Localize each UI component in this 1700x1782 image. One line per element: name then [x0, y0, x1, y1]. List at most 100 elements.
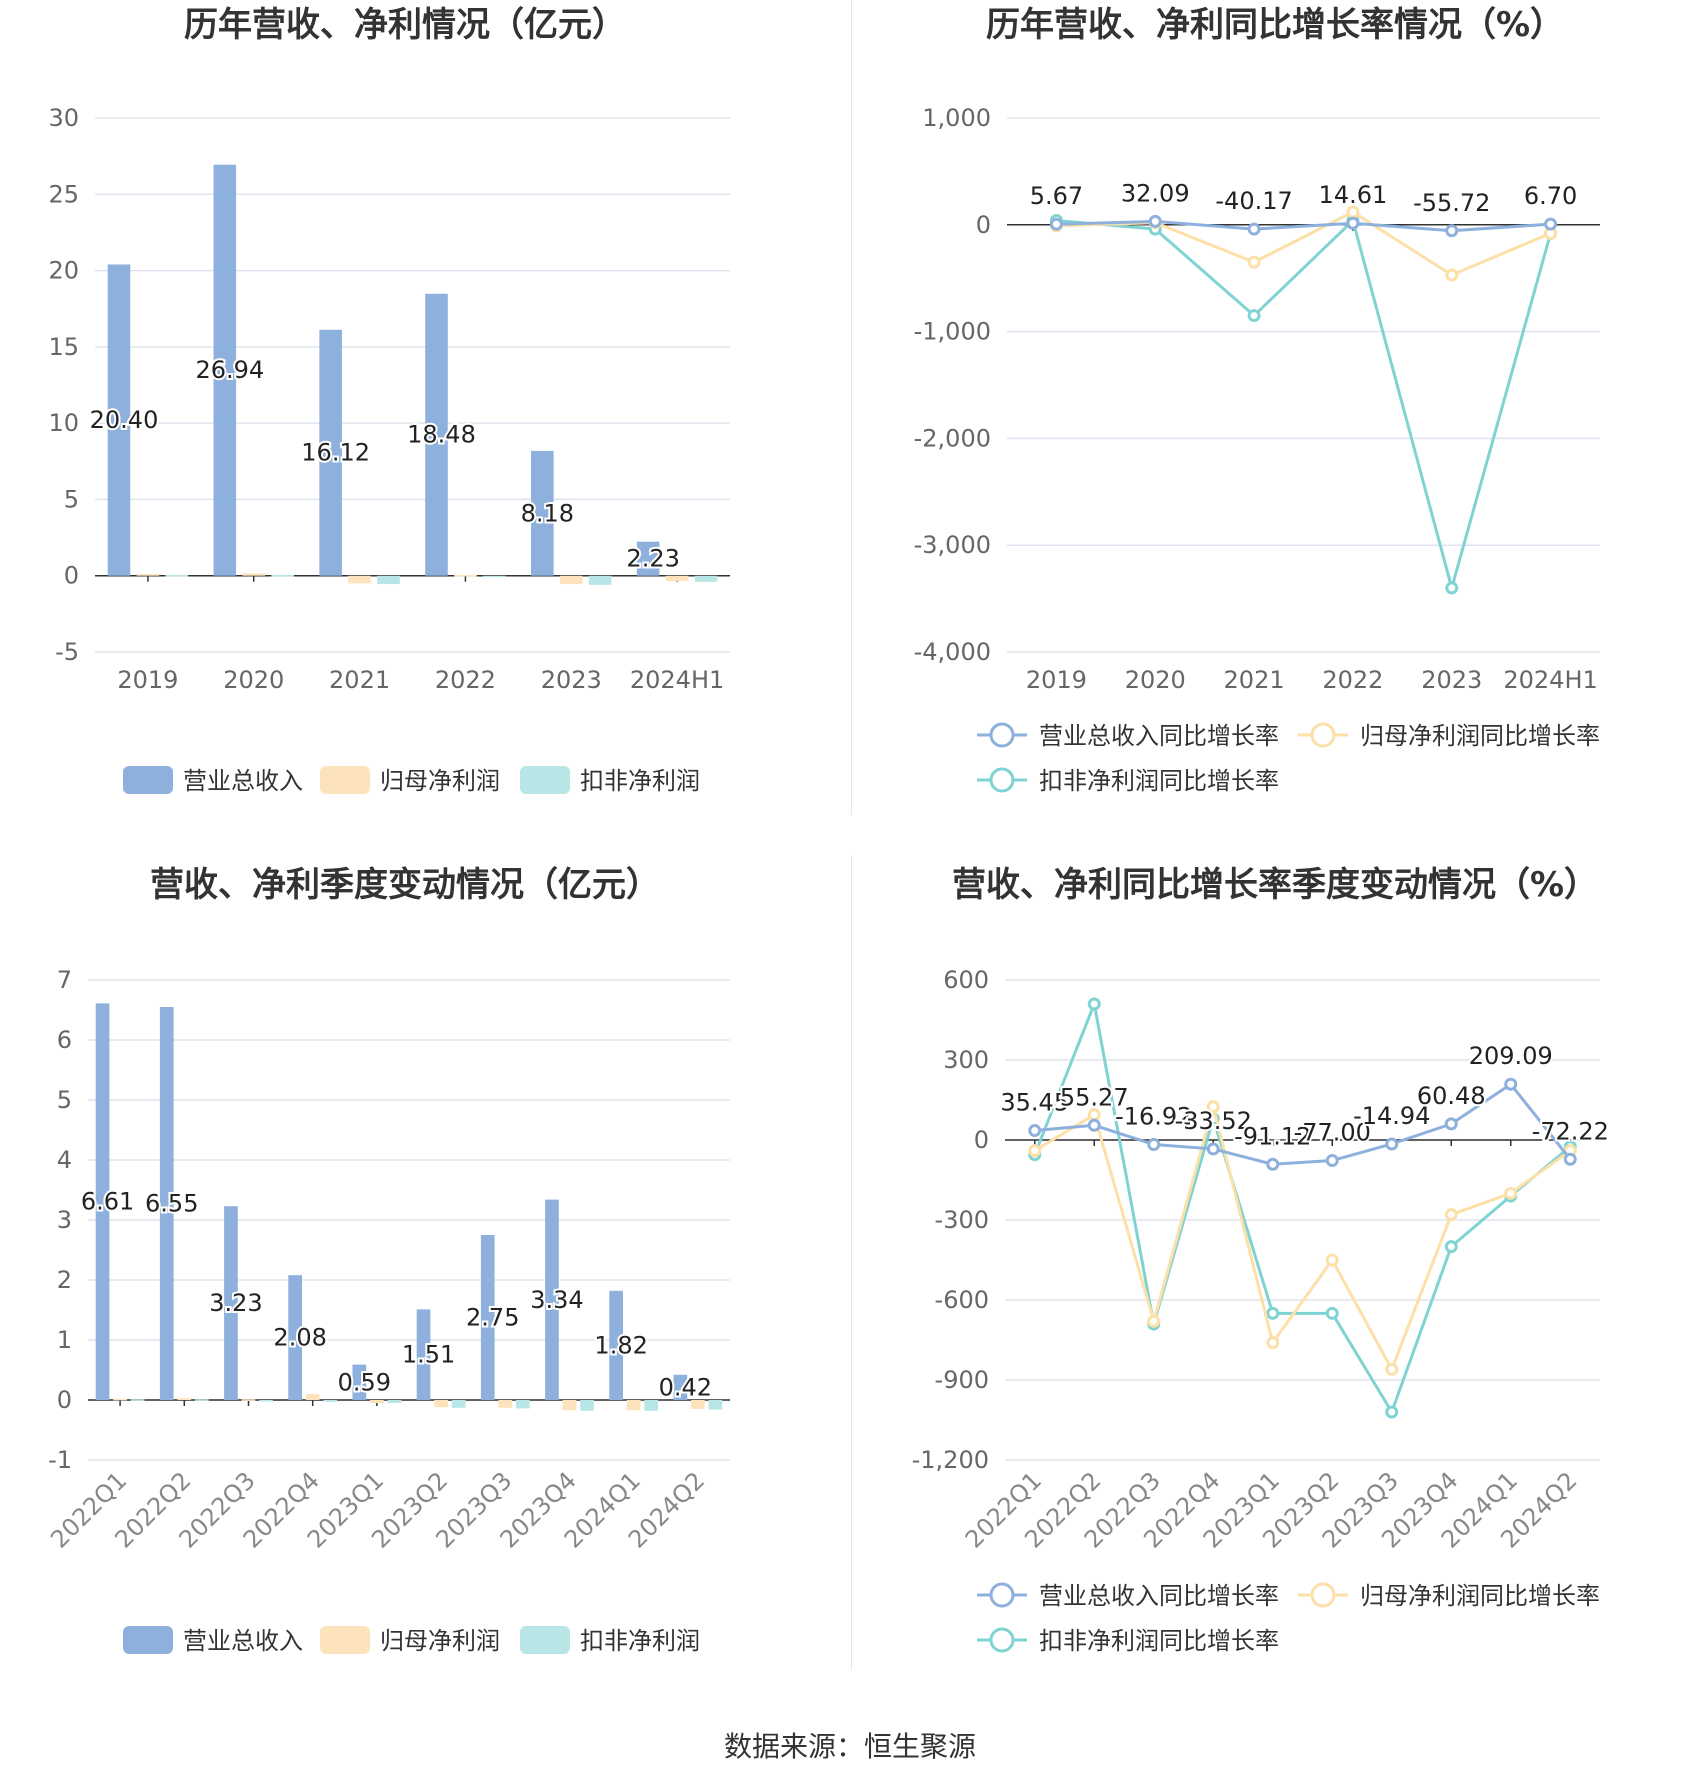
- data-source-text: 数据来源：恒生聚源: [723, 1730, 976, 1763]
- legend-item-3: 扣非净利润同比增长率: [977, 1627, 1279, 1655]
- series-point-1: [1148, 214, 1162, 228]
- x-tick-label: 2019: [117, 666, 178, 694]
- data-label: 2.08: [273, 1324, 326, 1352]
- y-tick-label: 0: [976, 211, 991, 239]
- data-label: -16.92: [1115, 1103, 1192, 1131]
- data-label: 60.48: [1417, 1082, 1486, 1110]
- series-line-3: [1033, 998, 1572, 1416]
- legend-item-1: 营业总收入同比增长率: [977, 1582, 1279, 1610]
- legend-item-3: 扣非净利润: [520, 766, 700, 795]
- legend-marker: [989, 722, 1015, 748]
- data-label: 26.94: [195, 356, 264, 384]
- bar-2: [562, 1400, 577, 1411]
- bar-1: [425, 293, 448, 576]
- y-tick-label: 25: [48, 180, 79, 208]
- data-label: 16.12: [301, 439, 370, 467]
- series-point-2: [1445, 268, 1459, 282]
- y-tick-label: -600: [935, 1286, 989, 1314]
- y-tick-label: 300: [943, 1046, 989, 1074]
- y-tick-label: 5: [64, 485, 79, 513]
- data-label: 1.82: [594, 1331, 647, 1359]
- series-point-2: [1504, 1186, 1518, 1200]
- bar-1: [352, 1364, 367, 1400]
- legend-label: 营业总收入: [183, 767, 303, 795]
- legend-label: 扣非净利润: [580, 1627, 700, 1655]
- x-tick-label: 2022: [1322, 666, 1383, 694]
- bar-1: [531, 450, 554, 576]
- x-tick-label: 2020: [223, 666, 284, 694]
- chart-panel-4: 营收、净利同比增长率季度变动情况（%） -1,200 -900 -600 -300 0 30…: [912, 865, 1611, 1655]
- legend-label: 扣非净利润同比增长率: [1039, 1627, 1279, 1655]
- y-tick-label: 7: [57, 966, 72, 994]
- bar-2: [305, 1394, 320, 1400]
- legend-item-3: 扣非净利润同比增长率: [977, 767, 1279, 795]
- series-point-1: [1504, 1077, 1518, 1091]
- bar-2: [434, 1400, 448, 1408]
- y-tick-label: -1,000: [914, 318, 991, 346]
- legend-swatch: [520, 1626, 570, 1654]
- bar-1: [480, 1235, 495, 1400]
- legend-label: 归母净利润: [380, 1627, 500, 1655]
- bar-2: [241, 1399, 256, 1401]
- y-tick-label: -3,000: [914, 531, 991, 559]
- data-label: 6.61: [81, 1188, 134, 1216]
- legend-swatch: [320, 766, 370, 794]
- series-point-1: [1147, 1138, 1161, 1152]
- legend-label: 营业总收入同比增长率: [1039, 722, 1279, 750]
- bar-2: [559, 575, 583, 585]
- chart-panel-3: 营收、净利季度变动情况（亿元）-1012345672022Q12022Q2202…: [45, 865, 730, 1655]
- x-tick-label: 2021: [1224, 666, 1285, 694]
- bar-3: [516, 1400, 530, 1409]
- data-label: 6.55: [145, 1190, 198, 1218]
- column-divider-bottom: [851, 855, 852, 1670]
- series-point-1: [1087, 1118, 1101, 1132]
- bar-2: [177, 1398, 192, 1400]
- bar-3: [694, 575, 718, 582]
- x-tick-label: 2019: [1026, 666, 1087, 694]
- y-tick-label: 10: [48, 409, 79, 437]
- y-tick-label: 0: [974, 1126, 989, 1154]
- series-point-3: [1266, 1306, 1280, 1320]
- data-label: 0.59: [338, 1368, 391, 1396]
- legend-label: 归母净利润同比增长率: [1360, 1582, 1600, 1610]
- legend-swatch: [123, 1626, 173, 1654]
- bar-3: [323, 1400, 338, 1402]
- legend-label: 扣非净利润同比增长率: [1039, 767, 1279, 795]
- data-label: 20.40: [90, 406, 159, 434]
- legend-item-2: 归母净利润: [320, 1626, 500, 1655]
- series-point-3: [1087, 997, 1101, 1011]
- series-point-1: [1325, 1154, 1339, 1168]
- bar-3: [644, 1400, 659, 1411]
- chart-title: 营收、净利季度变动情况（亿元）: [150, 865, 660, 905]
- legend-marker: [1310, 722, 1336, 748]
- series-point-3: [1325, 1306, 1339, 1320]
- y-tick-label: 600: [943, 966, 989, 994]
- y-tick-label: 6: [57, 1026, 72, 1054]
- bar-3: [377, 575, 400, 585]
- chart-title: 历年营收、净利情况（亿元）: [184, 5, 626, 45]
- legend-marker: [989, 1627, 1015, 1653]
- chart-panel-2: 历年营收、净利同比增长率情况（%） -4,000 -3,000 -2,000 -1,00…: [914, 5, 1600, 795]
- series-line-1: [1056, 219, 1551, 233]
- y-tick-label: -1,200: [912, 1446, 989, 1474]
- data-label: 209.09: [1469, 1042, 1553, 1070]
- data-label: 2.23: [626, 545, 679, 573]
- bar-2: [113, 1398, 127, 1401]
- data-label: 2.75: [466, 1304, 519, 1332]
- chart-title: 营收、净利同比增长率季度变动情况（%）: [952, 865, 1598, 905]
- series-point-3: [1445, 581, 1459, 595]
- legend-marker: [989, 1582, 1015, 1608]
- series-point-1: [1445, 224, 1459, 238]
- series-point-3: [1385, 1405, 1399, 1419]
- series-point-2: [1444, 1208, 1458, 1222]
- legend-label: 扣非净利润: [580, 767, 700, 795]
- data-label: 1.51: [402, 1341, 455, 1369]
- y-tick-label: 15: [48, 333, 79, 361]
- y-tick-label: 0: [64, 562, 79, 590]
- data-label: -72.22: [1532, 1117, 1609, 1145]
- legend-item-1: 营业总收入: [123, 1626, 303, 1655]
- y-tick-label: -2,000: [914, 424, 991, 452]
- data-label: 32.09: [1121, 179, 1190, 207]
- series-point-2: [1247, 255, 1261, 269]
